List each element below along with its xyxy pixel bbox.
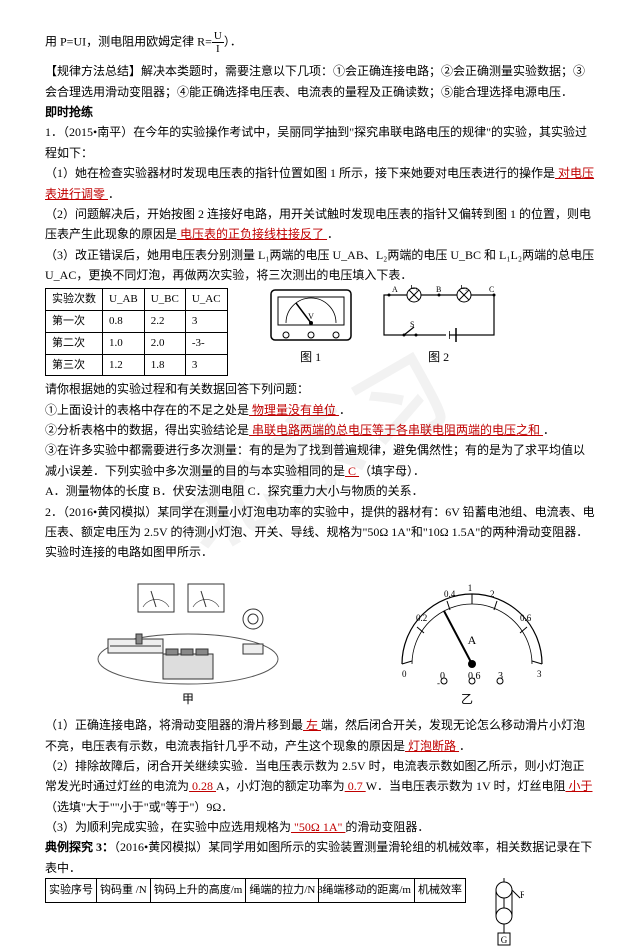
svg-text:2: 2	[490, 589, 495, 599]
data-table-1: 实验次数U_ABU_BCU_AC 第一次0.82.23 第二次1.02.0-3-…	[45, 288, 228, 376]
answer-10: 小于	[565, 779, 592, 793]
answer-9: 0.7	[345, 779, 366, 793]
svg-text:A: A	[392, 285, 398, 294]
svg-text:C: C	[489, 285, 494, 294]
answer-3: 物理量没有单位	[249, 403, 339, 417]
figure-a-label: 甲	[88, 689, 288, 709]
ammeter-dial-icon: 03 0.20.4 1 20.6 A 0 0.6 3 -	[382, 569, 552, 689]
answer-8: 0.28	[189, 779, 216, 793]
section-heading: 即时抢练	[45, 102, 595, 122]
q1-sub3: ③在许多实验中都需要进行多次测量：有的是为了找到普遍规律，避免偶然性；有的是为了…	[45, 440, 595, 481]
q1-sub2: ②分析表格中的数据，得出实验结论是 串联电路两端的总电压等于各串联电阻两端的电压…	[45, 420, 595, 440]
svg-text:0.6: 0.6	[520, 613, 532, 623]
circuit-photo-icon	[88, 569, 288, 689]
q1-sub1: ①上面设计的表格中存在的不足之处是 物理量没有单位 ．	[45, 400, 595, 420]
q2-part3: （3）为顺利完成实验，在实验中应选用规格为 "50Ω 1A" 的滑动变阻器．	[45, 817, 595, 837]
q1-part2: （2）问题解决后，开始按图 2 连接好电路，用开关试触时发现电压表的指针又偏转到…	[45, 204, 595, 245]
answer-11: "50Ω 1A"	[291, 820, 345, 834]
pulley-icon: F G	[484, 878, 524, 948]
answer-5: C	[345, 464, 359, 478]
svg-text:-: -	[437, 678, 440, 688]
answer-4: 串联电路两端的总电压等于各串联电阻两端的电压之和	[249, 423, 543, 437]
svg-text:A: A	[468, 633, 477, 647]
svg-text:3: 3	[537, 669, 542, 679]
voltmeter-icon: V	[266, 285, 356, 347]
data-table-2: 实验序号钩码重 /N钩码上升的高度/m 绳端的拉力/N绳端移动的距离/m机械效率	[45, 878, 466, 903]
svg-text:0.4: 0.4	[444, 589, 456, 599]
question-2: 2．（2016•黄冈模拟）某同学在测量小灯泡电功率的实验中，提供的器材有：6V …	[45, 502, 595, 563]
answer-6: 左	[303, 718, 321, 732]
svg-text:L₁: L₁	[410, 285, 418, 291]
svg-text:S: S	[410, 320, 414, 329]
svg-text:0.2: 0.2	[416, 613, 427, 623]
figure-1-label: 图 1	[266, 347, 356, 367]
q2-part1: （1）正确连接电路，将滑动变阻器的滑片移到最 左 端，然后闭合开关，发现无论怎么…	[45, 715, 595, 756]
summary: 【规律方法总结】解决本类题时，需要注意以下几项：①会正确连接电路；②会正确测量实…	[45, 61, 595, 102]
svg-text:F: F	[520, 890, 524, 900]
q1-part3: （3）改正错误后，她用电压表分别测量 L₁两端的电压 U_AB、L₂两端的电压 …	[45, 245, 595, 286]
text-line: 用 P=UI，测电阻用欧姆定律 R=UI）．	[45, 30, 595, 55]
svg-text:L₂: L₂	[460, 285, 468, 291]
circuit-icon: L₁ L₂ A B C S	[374, 285, 504, 347]
options: A．测量物体的长度 B．伏安法测电阻 C．探究重力大小与物质的关系．	[45, 481, 595, 501]
answer-7: 灯泡断路	[405, 739, 459, 753]
figure-b-label: 乙	[382, 689, 552, 709]
q2-part2: （2）排除故障后，闭合开关继续实验．当电压表示数为 2.5V 时，电流表示数如图…	[45, 756, 595, 817]
question-3: 典例探究 3：（2016•黄冈模拟）某同学用如图所示的实验装置测量滑轮组的机械效…	[45, 837, 595, 878]
q1-followup: 请你根据她的实验过程和有关数据回答下列问题：	[45, 379, 595, 399]
svg-text:V: V	[308, 312, 314, 321]
svg-text:0: 0	[402, 669, 407, 679]
answer-2: 电压表的正负接线柱接反了	[177, 227, 327, 241]
q1-part1: （1）她在检查实验器材时发现电压表的指针位置如图 1 所示，接下来她要对电压表进…	[45, 163, 595, 204]
svg-text:1: 1	[468, 583, 473, 593]
question-1: 1．（2015•南平）在今年的实验操作考试中，吴丽同学抽到"探究串联电路电压的规…	[45, 122, 595, 163]
svg-text:G: G	[501, 935, 508, 945]
figure-2-label: 图 2	[374, 347, 504, 367]
svg-text:B: B	[436, 285, 441, 294]
